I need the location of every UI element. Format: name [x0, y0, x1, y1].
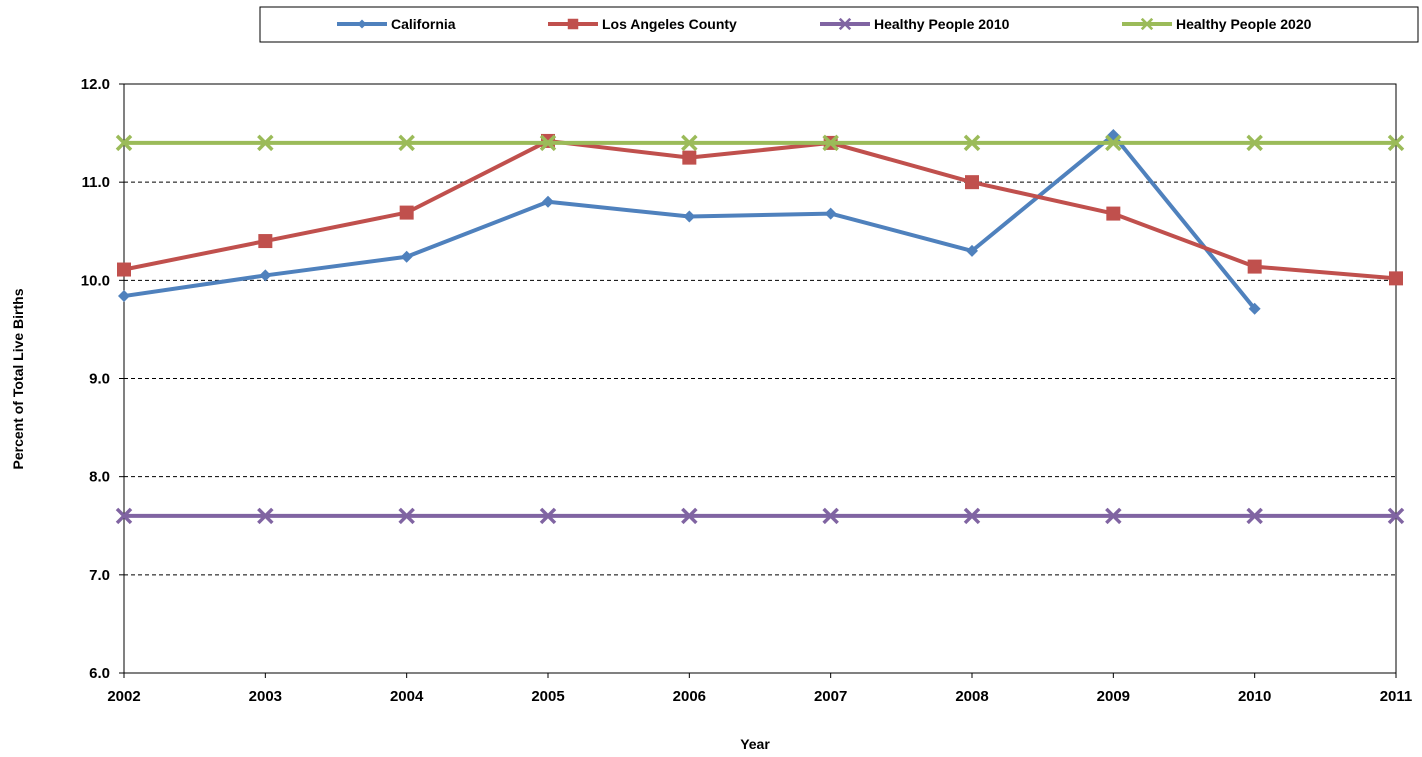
data-point [257, 134, 274, 152]
data-point [682, 150, 697, 165]
plot-area-border [123, 83, 1397, 674]
data-point [399, 205, 414, 220]
legend-label: Healthy People 2020 [1176, 16, 1312, 32]
data-point [963, 134, 981, 152]
data-point [1387, 507, 1405, 525]
axes [119, 83, 1397, 678]
data-point [115, 507, 133, 525]
y-tick-label: 9.0 [89, 371, 110, 388]
x-tick-label: 2007 [814, 688, 847, 705]
series-healthy-people-2020 [115, 134, 1405, 152]
data-point [115, 134, 133, 152]
data-point [539, 134, 557, 152]
x-tick-label: 2006 [673, 688, 706, 705]
data-point [400, 250, 413, 263]
x-axis-title: Year [740, 736, 770, 752]
legend-label: Los Angeles County [602, 16, 737, 32]
tick-labels: 6.0 7.0 8.0 9.0 10.0 11.0 12.0 2002 2003 2004 2005… [81, 76, 1412, 705]
legend-label: Healthy People 2010 [874, 16, 1010, 32]
data-point [398, 507, 415, 525]
legend-swatch-marker [1140, 17, 1154, 31]
data-point [1247, 259, 1262, 274]
y-tick-label: 10.0 [81, 272, 110, 289]
legend-label: California [391, 16, 456, 32]
y-tick-label: 6.0 [89, 665, 110, 682]
data-point [118, 290, 130, 303]
x-tick-label: 2008 [955, 688, 988, 705]
x-tick-label: 2004 [390, 688, 424, 705]
data-point [398, 134, 415, 152]
y-tick-label: 8.0 [89, 469, 110, 486]
legend-swatch-marker [357, 19, 367, 29]
data-point [963, 507, 981, 525]
data-point [822, 507, 839, 525]
series-group [115, 129, 1405, 525]
data-point [1105, 507, 1122, 525]
x-tick-label: 2005 [531, 688, 564, 705]
data-point [824, 207, 837, 220]
data-point [1106, 206, 1121, 221]
data-point [257, 507, 274, 525]
data-point [542, 195, 554, 208]
legend-entry: Healthy People 2020 [1122, 16, 1312, 32]
data-point [966, 244, 978, 257]
legend: California Los Angeles County Healthy Peop… [259, 6, 1419, 43]
x-tick-label: 2009 [1097, 688, 1130, 705]
series-los-angeles-county [117, 133, 1403, 286]
x-tick-label: 2003 [249, 688, 282, 705]
data-point [822, 134, 839, 152]
x-tick-label: 2002 [107, 688, 140, 705]
x-tick-label: 2011 [1380, 688, 1413, 705]
legend-entry: Healthy People 2010 [820, 16, 1010, 32]
data-point [1387, 134, 1405, 152]
data-point [1246, 134, 1263, 152]
x-tick-label: 2010 [1238, 688, 1271, 705]
data-point [681, 134, 698, 152]
data-point [1105, 134, 1122, 152]
legend-entry: Los Angeles County [548, 16, 737, 32]
y-tick-label: 11.0 [82, 174, 110, 191]
data-point [1246, 507, 1263, 525]
series-healthy-people-2010 [115, 507, 1405, 525]
data-point [1389, 271, 1403, 286]
series-line [123, 138, 1397, 281]
data-point [683, 210, 696, 223]
legend-swatch-marker [567, 18, 579, 30]
y-tick-label: 12.0 [81, 76, 110, 93]
data-point [965, 175, 979, 190]
legend-swatch-marker [838, 17, 852, 31]
y-tick-label: 7.0 [89, 567, 110, 584]
data-point [539, 507, 557, 525]
data-point [259, 269, 272, 282]
legend-entry: California [337, 16, 456, 32]
y-axis-title: Percent of Total Live Births [10, 288, 26, 469]
data-point [1248, 302, 1261, 315]
data-point [117, 262, 131, 277]
gridlines [124, 83, 1396, 576]
data-point [681, 507, 698, 525]
data-point [258, 234, 273, 249]
series-california [118, 129, 1261, 315]
